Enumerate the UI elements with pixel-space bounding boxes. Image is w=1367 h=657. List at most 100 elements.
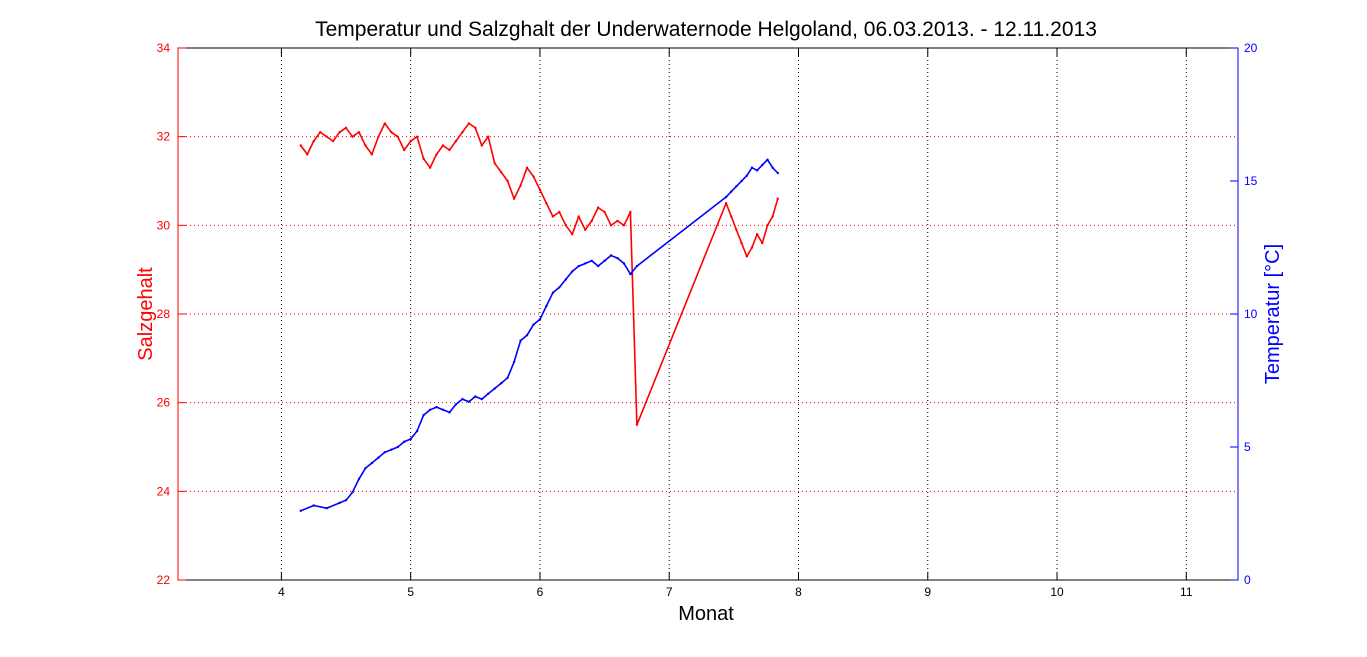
temperature-data-point — [338, 501, 341, 505]
salinity-data-point — [396, 135, 399, 138]
temperature-data-point — [584, 262, 587, 265]
salinity-data-point — [771, 215, 774, 218]
temperature-data-point — [357, 477, 361, 481]
salinity-data-point — [422, 157, 425, 160]
temperature-data-point — [312, 504, 315, 507]
temperature-data-point — [403, 440, 406, 443]
temperature-data-point — [745, 174, 748, 177]
temperature-data-point — [454, 403, 458, 406]
y-left-tick-label: 30 — [157, 218, 171, 232]
temperature-data-point — [750, 166, 754, 169]
temperature-data-point — [771, 166, 774, 169]
temperature-data-point — [551, 291, 555, 294]
salinity-data-point — [441, 144, 445, 147]
salinity-data-point — [551, 215, 555, 218]
chart-title: Temperatur und Salzghalt der Underwatern… — [315, 18, 1097, 41]
temperature-data-point — [409, 437, 412, 441]
temperature-data-point — [761, 163, 764, 167]
salinity-data-point — [370, 153, 374, 156]
temperature-data-point — [596, 264, 600, 268]
salinity-data-point — [487, 135, 490, 138]
salinity-data-point — [325, 135, 328, 138]
salinity-data-point — [776, 197, 779, 200]
y-left-tick-label: 26 — [157, 396, 171, 410]
y-right-tick-label: 15 — [1244, 174, 1258, 188]
temperature-data-point — [558, 286, 561, 289]
salinity-data-point — [545, 202, 548, 205]
salinity-data-point — [357, 131, 361, 134]
x-tick-label: 7 — [666, 585, 673, 599]
salinity-data-point — [435, 153, 438, 156]
y-left-tick-label: 34 — [157, 41, 171, 55]
salinity-data-point — [750, 246, 754, 249]
temperature-data-point — [325, 507, 328, 510]
axis-layer: 4 5 6 7 8 9 10 11 22 24 26 28 30 32 34 0 5 10 15 20 — [157, 41, 1258, 599]
temperature-data-point — [441, 408, 445, 411]
salinity-data-point — [584, 228, 587, 231]
x-tick-label: 6 — [537, 585, 544, 599]
temperature-data-point — [776, 171, 779, 175]
temperature-data-point — [480, 397, 483, 401]
salinity-data-point — [730, 215, 733, 218]
y-right-tick-label: 20 — [1244, 41, 1258, 55]
temperature-data-point — [474, 395, 477, 398]
salinity-data-point — [635, 423, 639, 426]
temperature-data-point — [364, 467, 367, 470]
x-axis-label: Monat — [678, 603, 734, 625]
salinity-data-point — [390, 131, 393, 134]
x-tick-label: 4 — [278, 585, 285, 599]
salinity-data-point — [596, 206, 600, 209]
x-tick-label: 11 — [1180, 585, 1193, 599]
salinity-data-point — [493, 162, 496, 165]
temperature-data-point — [428, 408, 432, 411]
salinity-data-point — [609, 224, 613, 227]
salinity-data-point — [409, 139, 412, 143]
salinity-data-point — [454, 139, 458, 143]
salinity-data-point — [755, 233, 759, 236]
salinity-data-point — [558, 210, 561, 214]
temperature-data-point — [344, 499, 348, 502]
salinity-series — [299, 122, 779, 426]
temperature-data-point — [506, 376, 509, 379]
salinity-data-point — [351, 135, 354, 138]
y-left-tick-label: 22 — [157, 573, 171, 587]
y-left-tick-label: 24 — [157, 484, 171, 498]
temperature-data-point — [396, 445, 399, 449]
temperature-data-point — [467, 400, 471, 403]
salinity-data-point — [428, 166, 432, 169]
temperature-data-point — [755, 169, 759, 172]
salinity-data-point — [467, 122, 471, 125]
x-tick-label: 9 — [924, 585, 931, 599]
x-tick-label: 10 — [1050, 585, 1064, 599]
salinity-data-point — [538, 188, 542, 192]
salinity-data-point — [590, 219, 593, 223]
temperature-data-point — [370, 461, 374, 465]
temperature-data-point — [532, 323, 535, 326]
series-layer — [299, 122, 779, 512]
salinity-data-point — [338, 131, 341, 134]
salinity-data-point — [724, 202, 728, 205]
salinity-data-point — [622, 224, 626, 227]
temperature-data-point — [461, 397, 464, 401]
x-tick-label: 5 — [407, 585, 414, 599]
temperature-data-point — [525, 334, 529, 337]
salinity-data-point — [519, 184, 522, 187]
salinity-series-line — [300, 122, 779, 426]
salinity-data-point — [377, 135, 380, 138]
salinity-data-point — [745, 255, 748, 258]
temperature-data-point — [519, 339, 522, 342]
salinity-data-point — [577, 215, 580, 218]
temperature-data-point — [500, 382, 503, 385]
salinity-data-point — [761, 241, 764, 245]
salinity-data-point — [616, 219, 619, 223]
salinity-data-point — [740, 241, 743, 245]
salinity-data-point — [312, 139, 315, 143]
temperature-data-point — [487, 392, 490, 395]
y-right-tick-label: 10 — [1244, 307, 1258, 321]
temperature-data-point — [351, 491, 354, 494]
temperature-data-point — [435, 405, 438, 409]
salinity-data-point — [448, 148, 451, 152]
temperature-data-point — [629, 272, 632, 276]
